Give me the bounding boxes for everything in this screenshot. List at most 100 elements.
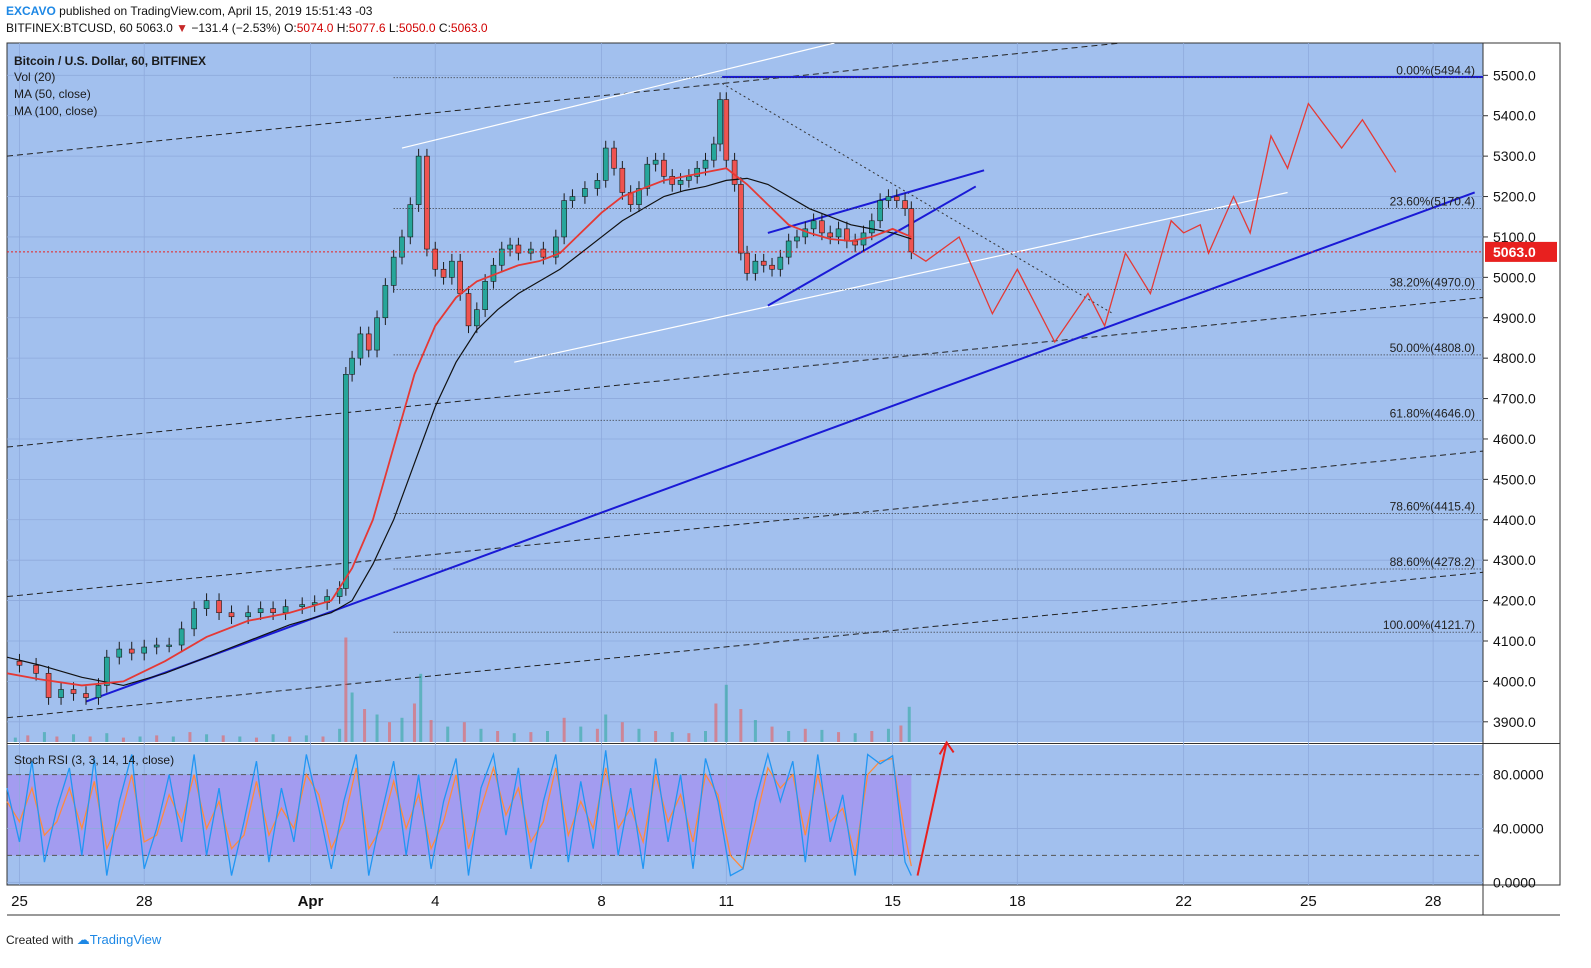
fib-level-label: 88.60%(4278.2) xyxy=(1390,555,1475,569)
volume-bar xyxy=(350,692,354,742)
tradingview-link[interactable]: TradingView xyxy=(89,932,162,947)
white-trendline xyxy=(401,43,835,149)
legend-stoch-rsi[interactable]: Stoch RSI (3, 3, 14, 14, close) xyxy=(14,753,175,767)
candle-body xyxy=(602,147,609,181)
candle-body xyxy=(343,374,349,589)
ma50-line xyxy=(7,167,912,687)
candle-body xyxy=(166,644,172,647)
candle-body xyxy=(449,260,455,278)
y-tick-label: 4100.0 xyxy=(1493,633,1536,649)
candle-body xyxy=(45,673,52,698)
legend-volume[interactable]: Vol (20) xyxy=(14,70,56,84)
candle-body xyxy=(282,606,289,614)
stoch-tick-label: 0.0000 xyxy=(1493,874,1536,890)
price-pane-background xyxy=(7,43,1483,742)
y-tick-label: 4300.0 xyxy=(1493,552,1536,568)
volume-bar xyxy=(870,731,874,742)
published-text: published on TradingView.com, April 15, … xyxy=(59,4,373,18)
candle-body xyxy=(349,357,355,375)
volume-bar xyxy=(899,725,903,742)
candle-body xyxy=(769,264,775,270)
legend-ma100[interactable]: MA (100, close) xyxy=(14,104,98,118)
candle-body xyxy=(103,656,110,686)
candle-body xyxy=(677,180,684,185)
open-label: O: xyxy=(284,21,297,35)
candle-body xyxy=(582,188,588,197)
candle-body xyxy=(424,155,430,250)
candle-body xyxy=(515,244,522,254)
candle-body xyxy=(669,176,676,185)
candle-body xyxy=(128,648,135,654)
volume-bar xyxy=(724,684,728,742)
candle-body xyxy=(153,644,160,648)
candle-body xyxy=(33,664,39,674)
open-value: 5074.0 xyxy=(296,21,334,35)
candle-body xyxy=(141,646,148,654)
candle-body xyxy=(760,260,767,266)
y-tick-label: 4500.0 xyxy=(1493,471,1536,487)
candle-body xyxy=(885,196,892,201)
volume-bar xyxy=(321,736,325,742)
candle-body xyxy=(270,608,276,614)
volume-bar xyxy=(363,709,367,742)
candle-body xyxy=(661,159,667,177)
volume-bar xyxy=(803,728,807,742)
candle-body xyxy=(70,689,77,694)
tradingview-logo-icon[interactable]: ☁ xyxy=(76,932,90,947)
down-triangle-icon: ▼ xyxy=(176,21,188,35)
candle-body xyxy=(415,155,422,205)
volume-bar xyxy=(72,734,76,742)
candle-body xyxy=(498,248,505,266)
candle-body xyxy=(686,176,692,181)
high-label: H: xyxy=(336,21,349,35)
volume-bar xyxy=(770,726,774,742)
x-tick-label: 18 xyxy=(1009,893,1026,910)
x-tick-label: 28 xyxy=(1425,893,1442,910)
candle-body xyxy=(777,256,784,270)
fib-level-label: 78.60%(4415.4) xyxy=(1390,500,1475,514)
volume-bar xyxy=(138,736,142,742)
volume-bar xyxy=(546,731,550,742)
candle-body xyxy=(711,143,717,161)
stoch-k-line xyxy=(6,750,912,877)
candle-body xyxy=(619,167,626,193)
publish-info: EXCAVO published on TradingView.com, Apr… xyxy=(6,4,372,18)
volume-bar xyxy=(412,703,416,742)
candle-body xyxy=(744,252,750,274)
candle-body xyxy=(738,184,744,254)
volume-bar xyxy=(26,735,30,742)
close-label: C: xyxy=(438,21,451,35)
volume-bar xyxy=(304,735,308,742)
up-arrow-icon xyxy=(938,740,955,755)
candle-body xyxy=(245,612,251,618)
candle-body xyxy=(594,180,601,189)
x-tick-label: 8 xyxy=(597,893,605,910)
volume-bar xyxy=(205,734,209,742)
candle-body xyxy=(553,236,559,258)
candle-body xyxy=(374,317,380,351)
stoch-tick-label: 80.0000 xyxy=(1493,767,1544,783)
volume-bar xyxy=(344,637,348,742)
volume-bar xyxy=(105,733,109,742)
volume-bar xyxy=(579,726,583,742)
volume-bar xyxy=(171,736,175,742)
volume-bar xyxy=(886,728,890,742)
candle-body xyxy=(83,693,89,698)
created-with-text: Created with xyxy=(6,933,74,947)
y-tick-label: 4200.0 xyxy=(1493,593,1536,609)
candle-body xyxy=(457,260,463,294)
low-label: L: xyxy=(388,21,399,35)
fib-level-label: 61.80%(4646.0) xyxy=(1390,406,1475,420)
author-name[interactable]: EXCAVO xyxy=(6,4,56,18)
candle-body xyxy=(482,281,488,310)
legend-ma50[interactable]: MA (50, close) xyxy=(14,87,91,101)
candle-body xyxy=(357,333,364,359)
y-tick-label: 5100.0 xyxy=(1493,229,1536,245)
price-change: −131.4 (−2.53%) xyxy=(191,21,281,35)
legend-title: Bitcoin / U.S. Dollar, 60, BITFINEX xyxy=(14,54,207,68)
blue-trendline xyxy=(767,185,977,307)
channel-dashed-line xyxy=(7,297,1483,448)
symbol-label: BITFINEX:BTCUSD, 60 xyxy=(6,21,133,35)
candle-body xyxy=(228,612,235,618)
